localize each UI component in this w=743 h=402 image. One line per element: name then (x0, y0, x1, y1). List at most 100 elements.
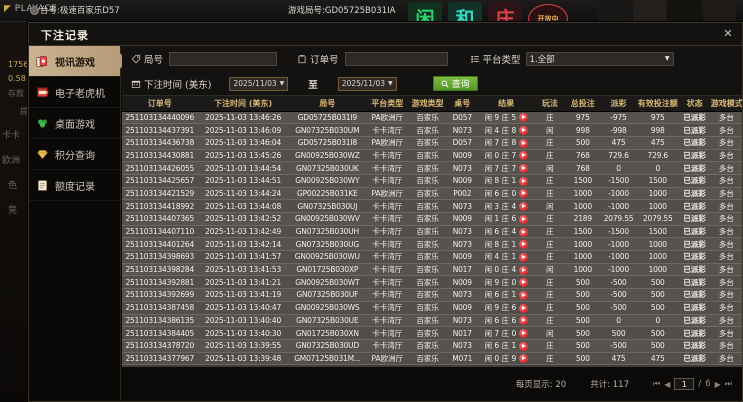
col-result[interactable]: 结果 (477, 96, 535, 112)
cell-status: 已派彩 (678, 250, 711, 264)
prev-page-icon[interactable]: ◀ (664, 379, 671, 389)
col-platform-type[interactable]: 平台类型 (365, 96, 409, 112)
cell-round-no: GN00925B030WZ (288, 149, 366, 163)
cell-empty (408, 364, 447, 367)
col-game-mode[interactable]: 游戏模式 (710, 96, 742, 112)
table-row[interactable]: 251103134437391 2025-11-03 13:46:09 GN0732… (122, 123, 742, 137)
col-total-bet[interactable]: 总投注 (565, 96, 601, 112)
cell-play-type: 庄 (534, 187, 566, 201)
table-row[interactable]: 251103134425657 2025-11-03 13:44:51 GN0092… (122, 174, 742, 188)
col-round-no[interactable]: 局号 (288, 96, 366, 112)
sidebar-item-credit-records[interactable]: 额度记录 (29, 170, 120, 201)
play-video-icon[interactable] (518, 290, 528, 300)
table-row[interactable]: 251103134386135 2025-11-03 13:40:40 GN0732… (122, 314, 742, 328)
result-text: 闲 6 庄 1 (484, 290, 519, 300)
cell-payout: -998 (600, 123, 637, 137)
play-video-icon[interactable] (518, 316, 528, 326)
play-video-icon[interactable] (518, 126, 528, 136)
play-video-icon[interactable] (518, 354, 528, 364)
withdraw-label: 提 (20, 107, 28, 116)
table-row[interactable]: 251103134384405 2025-11-03 13:40:30 GN0172… (122, 326, 742, 340)
platform-type-select[interactable]: 1.全部 ▼ (525, 51, 674, 66)
cell-round-no: GN07325B030UG (288, 237, 366, 252)
sidebar-item-slots[interactable]: 电子老虎机 (29, 77, 120, 108)
cell-order-no: 251103134387458 (122, 301, 198, 315)
table-row[interactable]: 251103134407365 2025-11-03 13:42:52 GN0092… (122, 212, 742, 226)
round-number-input[interactable] (169, 51, 278, 66)
cell-round-no: GN07325B030UH (288, 225, 366, 239)
balance-coins: 0.58 (8, 74, 26, 83)
play-video-icon[interactable] (518, 341, 528, 351)
sidebar-item-points-query[interactable]: 积分查询 (29, 139, 120, 170)
filter-panel: 局号 订单号 (122, 46, 742, 96)
play-video-icon[interactable] (518, 303, 528, 313)
play-video-icon[interactable] (518, 214, 528, 224)
table-row[interactable]: 251103134387458 2025-11-03 13:40:47 GN0092… (122, 301, 742, 315)
cards-icon (36, 55, 47, 67)
play-video-icon[interactable] (518, 278, 528, 288)
table-row[interactable]: 251103134377967 2025-11-03 13:39:48 GM0712… (122, 352, 742, 366)
next-page-icon[interactable]: ▶ (714, 379, 721, 389)
play-video-icon[interactable] (518, 227, 528, 237)
close-icon[interactable]: ✕ (723, 27, 733, 40)
play-video-icon[interactable] (518, 329, 528, 339)
play-video-icon[interactable] (518, 240, 528, 250)
play-video-icon[interactable] (518, 164, 528, 174)
col-order-no[interactable]: 订单号 (122, 96, 198, 112)
table-row[interactable]: 251103134392881 2025-11-03 13:41:21 GN0092… (122, 275, 742, 290)
date-to-picker[interactable]: 2025/11/03 ▼ (337, 76, 397, 91)
play-video-icon[interactable] (518, 151, 528, 161)
sidebar-item-table-games[interactable]: 桌面游戏 (29, 108, 120, 139)
col-game-type[interactable]: 游戏类型 (408, 96, 447, 112)
table-row[interactable]: 251103134421529 2025-11-03 13:44:24 GP0022… (122, 187, 742, 201)
cell-table-no: D057 (446, 136, 478, 150)
order-number-input[interactable] (344, 51, 448, 66)
cell-result: 闲 0 庄 9 (477, 352, 535, 366)
table-row[interactable]: 251103134418992 2025-11-03 13:44:08 GN0732… (122, 199, 742, 213)
subtotal-row-total-bet: 17698 (565, 364, 601, 367)
cell-order-no: 251103134436738 (122, 136, 198, 150)
table-row[interactable]: 251103134407110 2025-11-03 13:42:49 GN0732… (122, 225, 742, 239)
col-table-no[interactable]: 桌号 (446, 96, 478, 112)
chevron-down-icon: ▼ (664, 55, 670, 62)
col-status[interactable]: 状态 (678, 96, 711, 112)
play-video-icon[interactable] (518, 138, 528, 148)
play-video-icon[interactable] (518, 189, 528, 199)
cell-game-type: 百家乐 (408, 339, 447, 353)
search-button[interactable]: 查询 (432, 76, 478, 91)
bet-records-table-container[interactable]: 订单号 下注时间 (美东) 局号 平台类型 游戏类型 桌号 结果 玩法 总投注 … (122, 96, 742, 367)
subtotal-row-valid-bet: 16232.15 (636, 364, 679, 367)
current-page-input[interactable] (674, 378, 695, 390)
cell-play-type: 庄 (534, 250, 566, 264)
cell-result: 闲 1 庄 6 (477, 212, 535, 226)
first-page-icon[interactable]: ⏮ (652, 379, 661, 388)
cell-table-no: N073 (446, 161, 478, 175)
order-number-label: 订单号 (297, 52, 339, 66)
table-row[interactable]: 251103134436738 2025-11-03 13:46:04 GD0572… (122, 136, 742, 150)
sidebar-item-live-games[interactable]: 视讯游戏 (29, 46, 127, 77)
cell-round-no: GN00925B030WT (288, 275, 366, 290)
table-row[interactable]: 251103134440096 2025-11-03 13:46:26 GD0572… (122, 111, 742, 125)
last-page-icon[interactable]: ⏭ (724, 379, 732, 388)
col-bet-time[interactable]: 下注时间 (美东) (197, 96, 289, 112)
play-video-icon[interactable] (518, 252, 528, 262)
date-from-picker[interactable]: 2025/11/03 ▼ (229, 76, 289, 91)
search-icon (441, 80, 449, 88)
col-payout[interactable]: 派彩 (600, 96, 637, 112)
platform-type-label: 平台类型 (470, 52, 521, 66)
table-row[interactable]: 251103134398693 2025-11-03 13:41:57 GN0092… (122, 250, 742, 264)
play-video-icon[interactable] (518, 176, 528, 186)
cell-order-no: 251103134407110 (122, 225, 198, 239)
col-valid-bet[interactable]: 有效投注额 (636, 96, 679, 112)
table-row[interactable]: 251103134378720 2025-11-03 13:39:55 GN0732… (122, 339, 742, 353)
table-row[interactable]: 251103134426055 2025-11-03 13:44:54 GN0732… (122, 161, 742, 175)
col-play-type[interactable]: 玩法 (534, 96, 566, 112)
table-row[interactable]: 251103134430881 2025-11-03 13:45:26 GN0092… (122, 149, 742, 163)
play-video-icon[interactable] (518, 113, 528, 123)
cell-empty (446, 364, 478, 367)
table-row[interactable]: 251103134401264 2025-11-03 13:42:14 GN0732… (122, 237, 742, 252)
play-video-icon[interactable] (518, 265, 528, 275)
table-row[interactable]: 251103134392699 2025-11-03 13:41:19 GN0732… (122, 288, 742, 302)
table-row[interactable]: 251103134398284 2025-11-03 13:41:53 GN0172… (122, 263, 742, 277)
play-video-icon[interactable] (518, 202, 528, 212)
